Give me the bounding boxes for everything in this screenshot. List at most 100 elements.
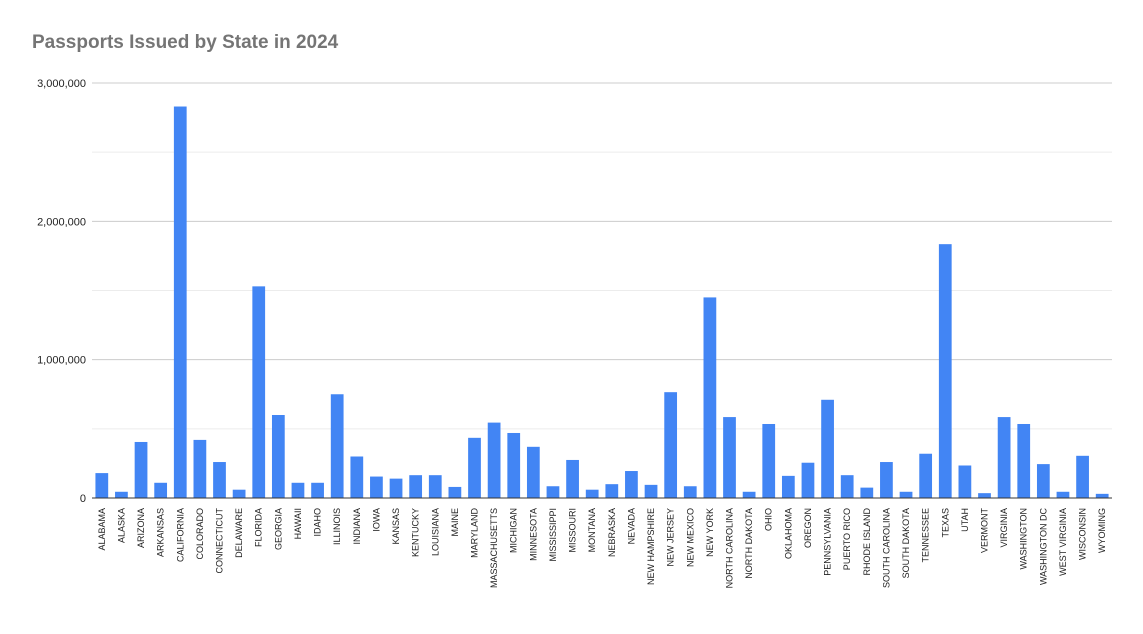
y-tick-label: 2,000,000 bbox=[37, 216, 86, 228]
x-tick-label: PUERTO RICO bbox=[842, 508, 852, 570]
bar-south-carolina bbox=[880, 462, 893, 498]
bar-rhode-island bbox=[860, 487, 874, 498]
bar-illinois bbox=[330, 394, 344, 498]
bar-washington bbox=[1017, 423, 1031, 498]
x-tick-label: NEW JERSEY bbox=[666, 508, 676, 567]
x-tick-label: KANSAS bbox=[391, 508, 401, 545]
bar-new-york bbox=[703, 297, 717, 498]
x-tick-label: VIRGINIA bbox=[999, 508, 1009, 548]
bar-michigan bbox=[507, 432, 521, 498]
bar-virginia bbox=[997, 417, 1011, 498]
x-tick-label: WYOMING bbox=[1097, 508, 1107, 553]
bar-idaho bbox=[311, 482, 324, 498]
bar-florida bbox=[252, 286, 266, 498]
bar-washington-dc bbox=[1036, 464, 1050, 498]
bar-new-jersey bbox=[664, 392, 678, 498]
x-tick-label: COLORADO bbox=[195, 508, 205, 560]
bar-georgia bbox=[271, 415, 285, 498]
x-tick-label: NORTH CAROLINA bbox=[725, 508, 735, 588]
x-tick-label: VERMONT bbox=[980, 507, 990, 553]
bar-new-hampshire bbox=[644, 484, 658, 498]
x-tick-label: WASHINGTON bbox=[1019, 508, 1029, 570]
bar-hawaii bbox=[291, 482, 305, 498]
bar-nebraska bbox=[605, 484, 619, 498]
bar-pennsylvania bbox=[821, 399, 834, 498]
x-tick-label: IDAHO bbox=[313, 508, 323, 537]
bar-delaware bbox=[232, 489, 246, 498]
x-tick-label: MASSACHUSETTS bbox=[489, 508, 499, 588]
bar-montana bbox=[585, 489, 599, 498]
bar-colorado bbox=[193, 439, 207, 498]
bar-california bbox=[173, 106, 187, 499]
bar-arizona bbox=[134, 441, 148, 498]
gridlines bbox=[92, 82, 1112, 499]
x-tick-label: KENTUCKY bbox=[411, 508, 421, 557]
bar-arkansas bbox=[154, 482, 168, 498]
x-tick-label: MARYLAND bbox=[470, 508, 480, 558]
bar-alabama bbox=[95, 473, 109, 498]
x-tick-label: MAINE bbox=[450, 508, 460, 537]
bar-alaska bbox=[115, 491, 128, 498]
x-tick-label: NEW YORK bbox=[705, 508, 715, 557]
bar-north-dakota bbox=[742, 491, 756, 498]
bar-west-virginia bbox=[1056, 491, 1070, 498]
x-tick-label: CALIFORNIA bbox=[175, 508, 185, 562]
bar-connecticut bbox=[213, 462, 226, 498]
x-tick-label: MONTANA bbox=[587, 508, 597, 552]
x-tick-label: ALABAMA bbox=[97, 508, 107, 551]
x-tick-label: ARKANSAS bbox=[156, 508, 166, 557]
bar-wyoming bbox=[1095, 493, 1109, 498]
bar-maine bbox=[448, 486, 462, 498]
x-tick-label: MINNESOTA bbox=[528, 508, 538, 561]
x-tick-label: MISSOURI bbox=[568, 508, 578, 553]
x-tick-label: ARIZONA bbox=[136, 508, 146, 548]
bar-wisconsin bbox=[1076, 455, 1089, 498]
bar-ohio bbox=[762, 423, 776, 498]
bar-missouri bbox=[566, 459, 579, 498]
x-tick-label: HAWAII bbox=[293, 508, 303, 539]
bar-south-dakota bbox=[899, 491, 913, 498]
x-tick-label: RHODE ISLAND bbox=[862, 508, 872, 576]
x-tick-label: UTAH bbox=[960, 508, 970, 532]
bar-kansas bbox=[389, 478, 403, 498]
x-tick-label: OHIO bbox=[764, 508, 774, 531]
x-tick-label: IOWA bbox=[371, 508, 381, 532]
x-tick-label: NEW MEXICO bbox=[685, 508, 695, 567]
x-tick-label: PENNSYLVANIA bbox=[823, 508, 833, 576]
x-tick-label: NEBRASKA bbox=[607, 508, 617, 557]
x-tick-label: MICHIGAN bbox=[509, 508, 519, 553]
bar-louisiana bbox=[428, 475, 442, 498]
bar-minnesota bbox=[526, 446, 540, 498]
bar-indiana bbox=[350, 456, 364, 498]
x-tick-label: DELAWARE bbox=[234, 508, 244, 558]
x-tick-label: ILLINOIS bbox=[332, 508, 342, 545]
bar-nevada bbox=[625, 471, 638, 498]
bars bbox=[95, 106, 1109, 499]
bar-north-carolina bbox=[723, 417, 736, 498]
y-tick-label: 0 bbox=[80, 493, 86, 505]
x-tick-label: TEXAS bbox=[940, 508, 950, 538]
bar-massachusetts bbox=[487, 422, 501, 498]
x-tick-label: OREGON bbox=[803, 508, 813, 548]
bar-puerto-rico bbox=[840, 475, 854, 498]
x-tick-label: TENNESSEE bbox=[921, 508, 931, 563]
x-tick-label: GEORGIA bbox=[273, 508, 283, 550]
y-tick-label: 3,000,000 bbox=[37, 78, 86, 90]
x-tick-label: INDIANA bbox=[352, 508, 362, 545]
bar-mississippi bbox=[546, 486, 560, 498]
bar-oregon bbox=[801, 462, 815, 498]
bar-maryland bbox=[468, 437, 481, 498]
bar-kentucky bbox=[409, 475, 423, 498]
x-axis-labels: ALABAMA ALASKA ARIZONA ARKANSAS CALIFORNIA CO… bbox=[97, 507, 1107, 588]
bar-utah bbox=[958, 465, 972, 498]
x-tick-label: LOUISIANA bbox=[430, 508, 440, 556]
bar-oklahoma bbox=[781, 475, 795, 498]
y-axis-ticks: 0 1,000,000 2,000,000 3,000,000 bbox=[37, 78, 86, 505]
x-tick-label: ALASKA bbox=[116, 508, 126, 543]
x-tick-label: OKLAHOMA bbox=[783, 508, 793, 559]
bar-iowa bbox=[370, 476, 383, 498]
x-tick-label: NORTH DAKOTA bbox=[744, 508, 754, 579]
x-tick-label: MISSISSIPPI bbox=[548, 508, 558, 562]
x-tick-label: SOUTH DAKOTA bbox=[901, 508, 911, 578]
